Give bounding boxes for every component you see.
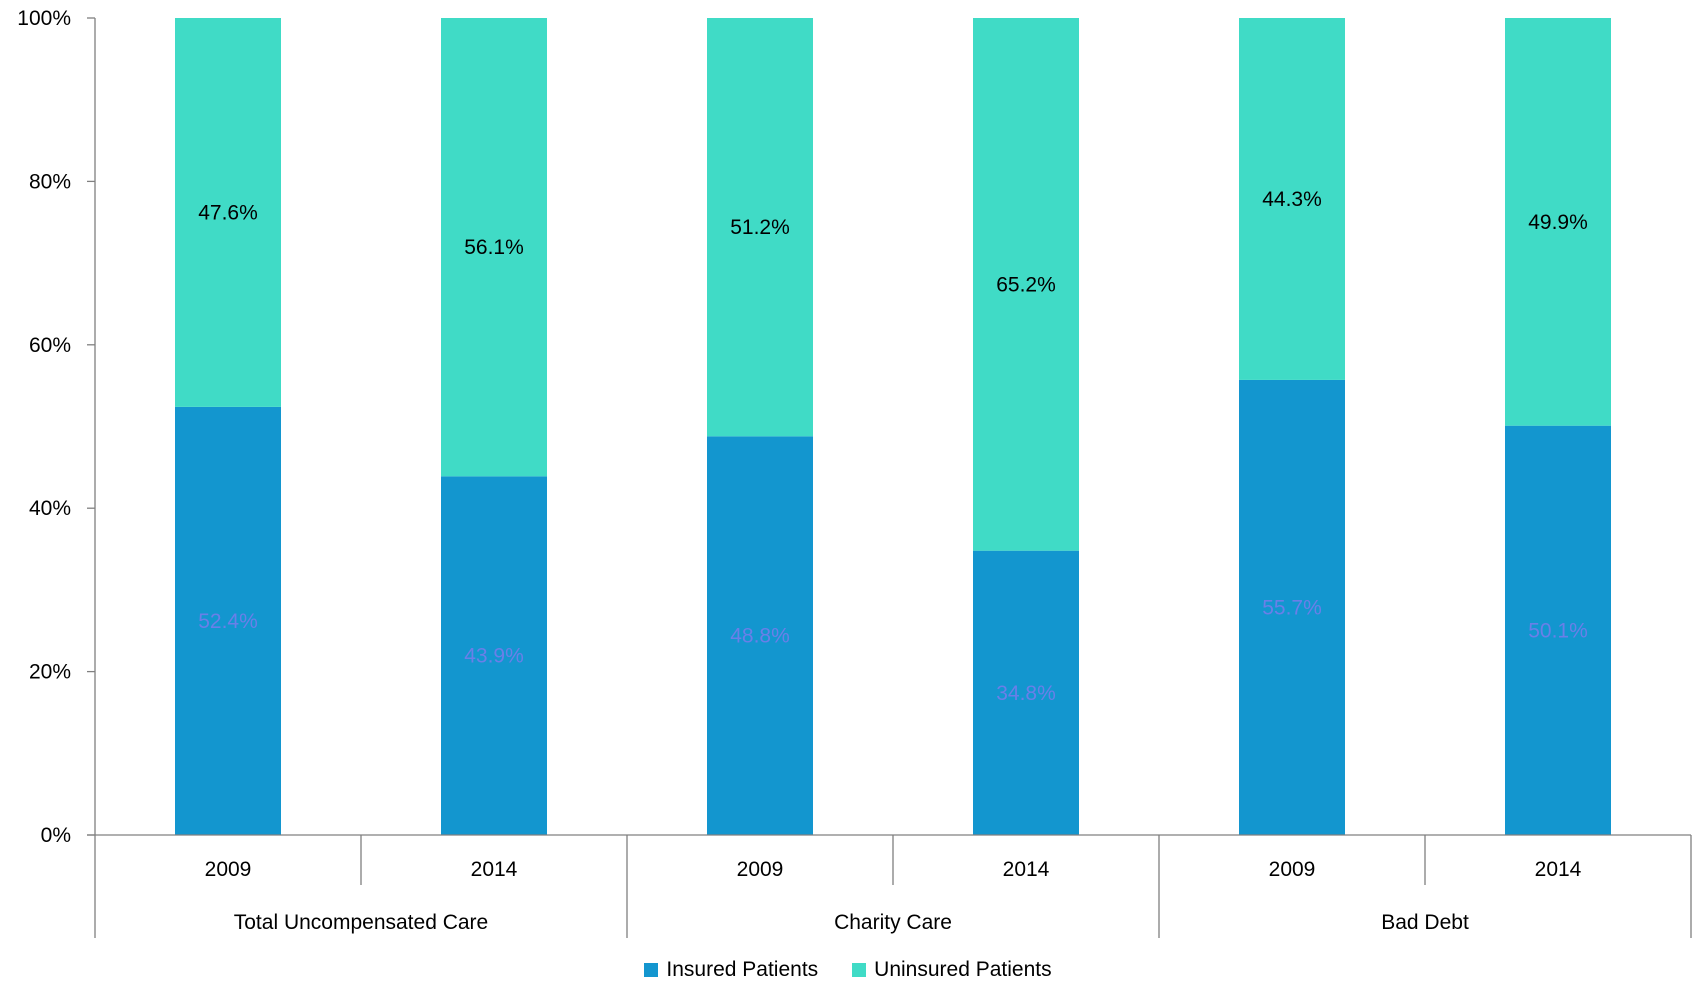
bar-uninsured-5 — [1505, 18, 1611, 426]
data-label-insured-2: 48.8% — [730, 625, 790, 648]
data-label-uninsured-1: 56.1% — [464, 236, 524, 259]
legend-item-insured: Insured Patients — [644, 958, 818, 982]
bar-uninsured-3 — [973, 18, 1079, 551]
x-year-label-1: 2014 — [471, 858, 518, 881]
data-label-insured-3: 34.8% — [996, 682, 1056, 705]
bar-uninsured-4 — [1239, 18, 1345, 380]
x-axis: 2009 2014 2009 2014 2009 2014 Total Uncompensa… — [87, 834, 1692, 938]
data-label-uninsured-5: 49.9% — [1528, 211, 1588, 234]
bar-insured-3 — [973, 550, 1079, 835]
data-label-uninsured-2: 51.2% — [730, 216, 790, 239]
y-tick-label: 0% — [41, 824, 71, 847]
bar-insured-4 — [1239, 379, 1345, 835]
y-tick-label: 20% — [29, 661, 71, 684]
legend-swatch-uninsured — [852, 963, 867, 977]
bar-insured-2 — [707, 436, 813, 835]
legend-swatch-insured — [644, 963, 659, 977]
x-year-label-3: 2014 — [1003, 858, 1050, 881]
x-group-label-0: Total Uncompensated Care — [234, 911, 488, 934]
legend-label-insured: Insured Patients — [666, 958, 819, 981]
x-year-label-5: 2014 — [1535, 858, 1582, 881]
bar-insured-1 — [441, 476, 547, 835]
bars — [175, 18, 1611, 835]
y-tick-label: 60% — [29, 334, 71, 357]
legend: Insured Patients Uninsured Patients — [0, 955, 1696, 985]
data-label-insured-5: 50.1% — [1528, 619, 1588, 642]
bar-insured-5 — [1505, 425, 1611, 835]
y-tick-label: 100% — [17, 7, 71, 30]
y-tick-label: 80% — [29, 170, 71, 193]
bar-uninsured-2 — [707, 18, 813, 437]
legend-item-uninsured: Uninsured Patients — [852, 958, 1052, 982]
data-label-uninsured-4: 44.3% — [1262, 188, 1322, 211]
legend-label-uninsured: Uninsured Patients — [874, 958, 1052, 981]
y-tick-label: 40% — [29, 497, 71, 520]
data-label-uninsured-0: 47.6% — [198, 201, 258, 224]
data-label-uninsured-3: 65.2% — [996, 273, 1056, 296]
bar-insured-0 — [175, 406, 281, 835]
data-label-insured-1: 43.9% — [464, 645, 524, 668]
y-axis: 0% 20% 40% 60% 80% 100% — [17, 7, 96, 847]
data-label-insured-4: 55.7% — [1262, 596, 1322, 619]
stacked-bar-chart: 0% 20% 40% 60% 80% 100% 52.4% 47.6% 43.9% 56.1% 4… — [17, 7, 1692, 938]
bar-uninsured-0 — [175, 18, 281, 407]
data-label-insured-0: 52.4% — [198, 610, 258, 633]
bar-uninsured-1 — [441, 18, 547, 477]
x-year-label-2: 2009 — [737, 858, 784, 881]
x-group-label-2: Bad Debt — [1381, 911, 1469, 934]
x-group-label-1: Charity Care — [834, 911, 952, 934]
x-year-label-0: 2009 — [205, 858, 252, 881]
x-year-label-4: 2009 — [1269, 858, 1316, 881]
data-labels: 52.4% 47.6% 43.9% 56.1% 48.8% 51.2% 34.8% 65.2%… — [198, 188, 1588, 705]
